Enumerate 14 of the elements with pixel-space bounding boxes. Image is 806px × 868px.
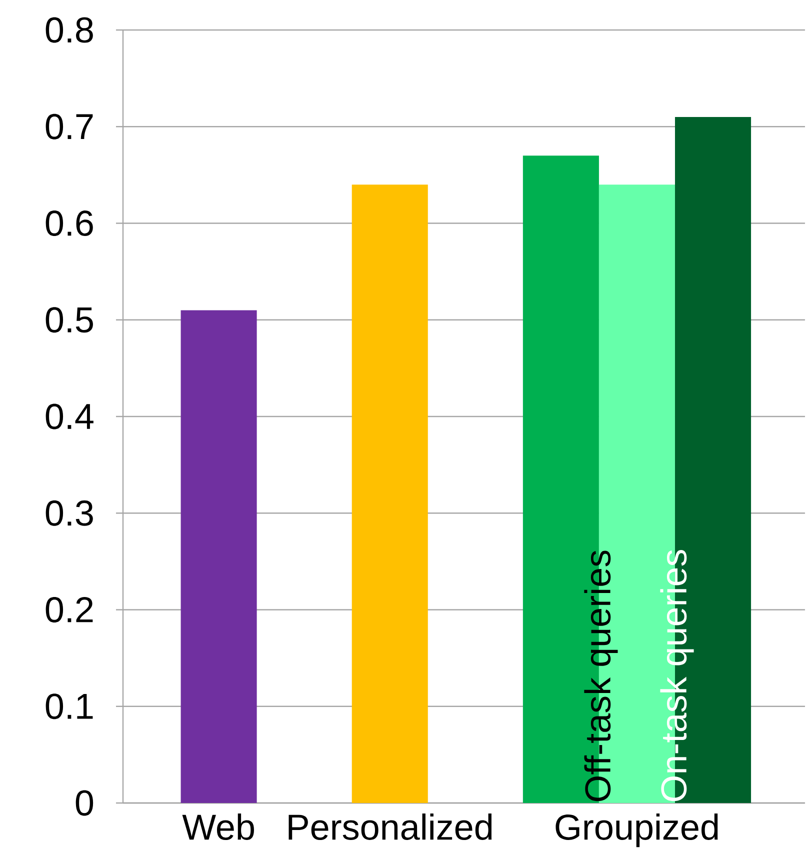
x-tick-label: Web	[182, 814, 254, 840]
y-tick-label: 0.2	[46, 597, 93, 622]
x-tick-label: Personalized	[288, 814, 492, 840]
y-tick-label: 0.4	[46, 404, 94, 430]
y-tick-label: 0.1	[46, 694, 93, 720]
y-tick-label: 0	[76, 790, 94, 816]
y-tick-label: 0.6	[46, 210, 94, 236]
x-tick-label: Groupized	[556, 814, 718, 848]
y-tick-label: 0.5	[46, 307, 94, 333]
series-label: Off-task queries	[584, 550, 618, 802]
series-label: On-task queries	[660, 550, 694, 802]
y-tick-label: 0.8	[46, 17, 94, 43]
y-tick-label: 0.7	[46, 114, 93, 140]
y-tick-label: 0.3	[46, 500, 94, 526]
